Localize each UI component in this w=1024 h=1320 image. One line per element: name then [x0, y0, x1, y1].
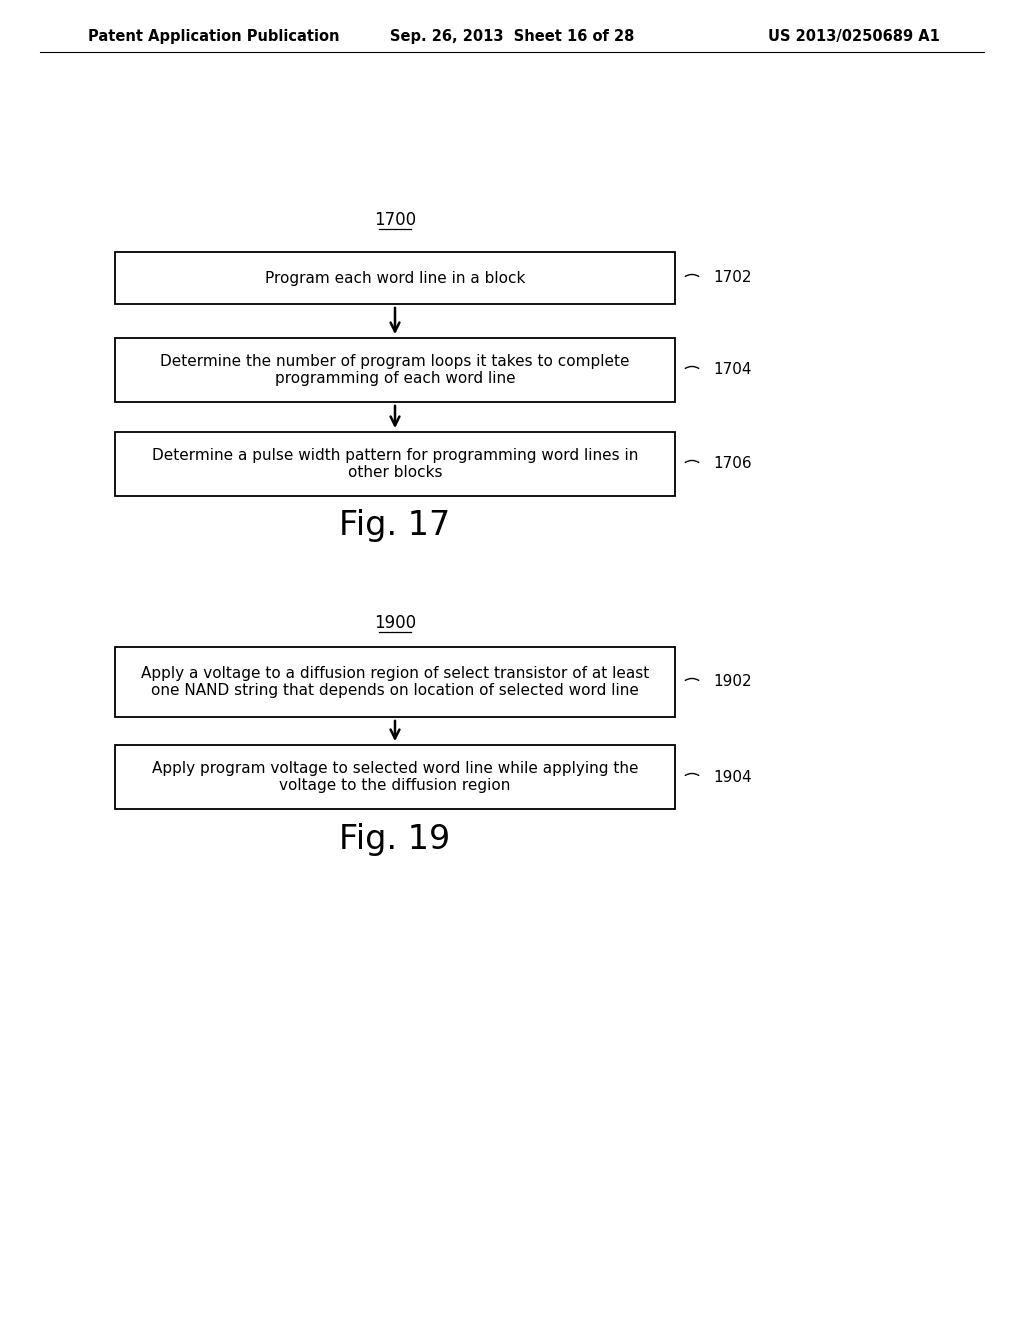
Text: 1706: 1706: [713, 457, 752, 471]
Text: Program each word line in a block: Program each word line in a block: [265, 271, 525, 285]
Text: Sep. 26, 2013  Sheet 16 of 28: Sep. 26, 2013 Sheet 16 of 28: [390, 29, 634, 45]
Text: 1904: 1904: [713, 770, 752, 784]
FancyBboxPatch shape: [115, 647, 675, 717]
Text: US 2013/0250689 A1: US 2013/0250689 A1: [768, 29, 940, 45]
Text: 1704: 1704: [713, 363, 752, 378]
Text: 1700: 1700: [374, 211, 416, 228]
Text: Apply a voltage to a diffusion region of select transistor of at least
one NAND : Apply a voltage to a diffusion region of…: [141, 665, 649, 698]
Text: Apply program voltage to selected word line while applying the
voltage to the di: Apply program voltage to selected word l…: [152, 760, 638, 793]
FancyBboxPatch shape: [115, 432, 675, 496]
Text: Determine the number of program loops it takes to complete
programming of each w: Determine the number of program loops it…: [160, 354, 630, 387]
Text: 1702: 1702: [713, 271, 752, 285]
Text: Patent Application Publication: Patent Application Publication: [88, 29, 340, 45]
Text: Fig. 17: Fig. 17: [339, 508, 451, 541]
FancyBboxPatch shape: [115, 744, 675, 809]
FancyBboxPatch shape: [115, 338, 675, 403]
Text: 1902: 1902: [713, 675, 752, 689]
FancyBboxPatch shape: [115, 252, 675, 304]
Text: Determine a pulse width pattern for programming word lines in
other blocks: Determine a pulse width pattern for prog…: [152, 447, 638, 480]
Text: Fig. 19: Fig. 19: [339, 824, 451, 857]
Text: 1900: 1900: [374, 614, 416, 632]
